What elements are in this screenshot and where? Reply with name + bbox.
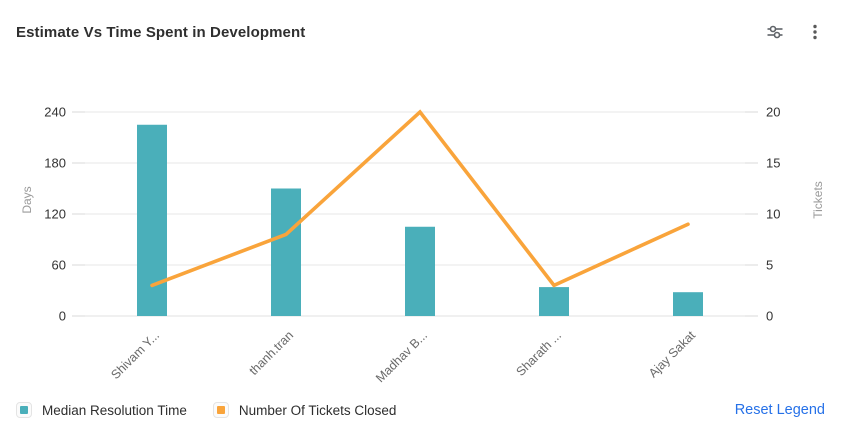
legend-item-number-of-tickets-closed[interactable]: Number Of Tickets Closed <box>212 402 397 418</box>
x-label-4: Ajay Sakat <box>646 328 699 381</box>
x-label-0: Shivam Y... <box>108 328 162 382</box>
filter-settings-button[interactable] <box>763 20 787 44</box>
bar-2[interactable] <box>405 226 435 316</box>
bar-series-median-resolution-time[interactable] <box>137 124 703 317</box>
x-axis-labels: Shivam Y... thanh.tran Madhav B... Sharath … <box>108 328 698 385</box>
svg-text:15: 15 <box>766 156 780 171</box>
right-axis-title: Tickets <box>811 181 825 219</box>
right-axis-labels: 0 5 10 15 20 <box>766 105 780 324</box>
svg-text:240: 240 <box>44 105 66 120</box>
legend-swatch <box>16 402 32 418</box>
svg-text:20: 20 <box>766 105 780 120</box>
legend-item-median-resolution-time[interactable]: Median Resolution Time <box>16 402 187 418</box>
x-label-1: thanh.tran <box>246 328 296 378</box>
svg-text:60: 60 <box>52 258 66 273</box>
header-actions <box>763 20 827 44</box>
line-series-number-of-tickets-closed[interactable] <box>150 109 690 288</box>
svg-text:0: 0 <box>766 309 773 324</box>
bar-1[interactable] <box>271 188 301 317</box>
legend-row: Median Resolution Time Number Of Tickets … <box>16 396 825 424</box>
svg-text:180: 180 <box>44 156 66 171</box>
legend-label: Number Of Tickets Closed <box>238 402 397 418</box>
svg-text:10: 10 <box>766 207 780 222</box>
bar-4[interactable] <box>673 292 703 316</box>
widget-header: Estimate Vs Time Spent in Development <box>16 20 827 44</box>
bar-3[interactable] <box>539 287 569 316</box>
reset-legend-link[interactable]: Reset Legend <box>734 402 825 418</box>
kebab-menu-icon <box>805 22 825 42</box>
left-axis-title: Days <box>20 186 34 213</box>
svg-text:0: 0 <box>59 309 66 324</box>
axis-ticks <box>72 111 758 317</box>
x-label-3: Sharath ... <box>513 328 564 379</box>
left-axis-labels: 0 60 120 180 240 <box>44 105 66 324</box>
svg-text:5: 5 <box>766 258 773 273</box>
more-options-button[interactable] <box>803 20 827 44</box>
chart-legend: Median Resolution Time Number Of Tickets … <box>16 402 396 418</box>
combo-chart: 0 60 120 180 240 0 5 10 15 20 Days Tickets Shivam Y.… <box>20 105 825 386</box>
page-title: Estimate Vs Time Spent in Development <box>16 23 306 41</box>
svg-text:120: 120 <box>44 207 66 222</box>
chart-area: 0 60 120 180 240 0 5 10 15 20 Days Tickets Shivam Y.… <box>0 60 841 390</box>
legend-label: Median Resolution Time <box>42 402 187 418</box>
legend-swatch <box>212 402 229 418</box>
bar-0[interactable] <box>137 124 167 316</box>
sliders-icon <box>765 22 785 42</box>
x-label-2: Madhav B... <box>373 328 430 385</box>
